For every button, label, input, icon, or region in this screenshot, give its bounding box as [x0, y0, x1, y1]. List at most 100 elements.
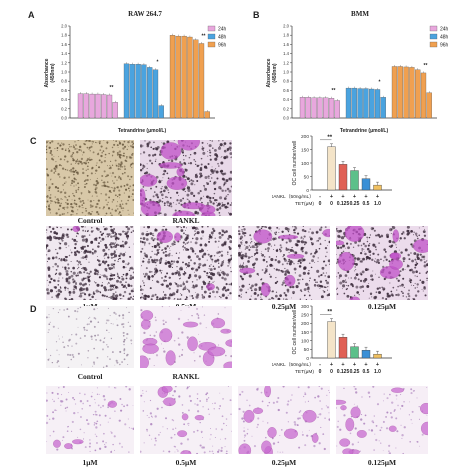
cell-dot — [210, 258, 212, 260]
cell-dot — [149, 232, 153, 235]
cell-dot — [230, 185, 232, 188]
cell-dot — [75, 333, 78, 336]
cell-dot — [411, 243, 413, 245]
cell-dot — [282, 298, 285, 300]
chart-d-tet-value: 0.125 — [337, 369, 350, 375]
cell-dot — [103, 160, 107, 163]
cell-dot — [318, 237, 321, 240]
chart-a-significance: * — [157, 60, 159, 66]
chart-d-significance: ** — [327, 310, 332, 316]
cell-dot — [46, 205, 47, 208]
cell-dot — [84, 334, 86, 337]
chart-a-bar-24h — [89, 93, 95, 119]
cell-dot — [397, 279, 400, 282]
cell-dot — [117, 205, 119, 207]
cell-dot — [122, 210, 124, 212]
chart-d-rankl-sign: + — [376, 362, 379, 368]
cell-dot — [184, 168, 186, 170]
cell-dot — [59, 286, 62, 288]
cell-dot — [172, 263, 174, 265]
cell-dot — [102, 395, 106, 398]
cell-dot — [147, 260, 151, 264]
cell-dot — [217, 344, 220, 346]
cell-dot — [81, 292, 84, 294]
cell-dot — [67, 148, 69, 150]
osteoclast-blob — [182, 321, 199, 328]
cell-dot — [214, 402, 216, 405]
cell-dot — [81, 238, 86, 242]
cell-dot — [227, 237, 230, 240]
cell-dot — [114, 295, 116, 297]
cell-dot — [61, 147, 64, 151]
cell-dot — [216, 251, 220, 255]
cell-dot — [124, 168, 127, 171]
cell-dot — [207, 397, 210, 399]
cell-dot — [177, 450, 179, 452]
cell-dot — [203, 451, 206, 454]
cell-dot — [131, 193, 134, 196]
chart-a-legend-label: 24h — [218, 27, 227, 33]
cell-dot — [193, 234, 196, 236]
cell-dot — [207, 226, 209, 228]
cell-dot — [211, 140, 213, 142]
cell-dot — [171, 272, 175, 276]
cell-dot — [85, 182, 88, 185]
osteoclast-blob — [142, 343, 159, 354]
cell-dot — [354, 427, 357, 430]
cell-dot — [402, 295, 405, 297]
cell-dot — [349, 242, 352, 245]
cell-dot — [336, 244, 338, 247]
cell-dot — [193, 360, 196, 362]
cell-dot — [422, 226, 424, 227]
cell-dot — [410, 419, 412, 421]
cell-dot — [102, 232, 105, 235]
cell-dot — [223, 260, 225, 262]
chart-b-xlabel: Tetrandrine (μmol/L) — [340, 128, 389, 134]
cell-dot — [352, 246, 355, 248]
cell-dot — [245, 245, 249, 250]
cell-dot — [404, 269, 406, 270]
cell-dot — [245, 265, 249, 269]
chart-d-tet-value: 1.0 — [374, 369, 381, 375]
cell-dot — [206, 272, 209, 275]
cell-dot — [109, 212, 112, 214]
cell-dot — [154, 293, 157, 296]
cell-dot — [81, 207, 83, 209]
cell-dot — [103, 294, 106, 298]
cell-dot — [164, 170, 167, 172]
cell-dot — [113, 228, 116, 230]
cell-dot — [336, 294, 338, 296]
cell-dot — [328, 240, 330, 244]
cell-dot — [80, 157, 84, 161]
cell-dot — [146, 430, 148, 432]
cell-dot — [223, 156, 227, 160]
cell-dot — [258, 288, 261, 292]
cell-dot — [127, 199, 129, 202]
cell-dot — [91, 240, 93, 243]
chart-b-y-tick-label: 1.2 — [283, 60, 289, 65]
cell-dot — [66, 308, 69, 311]
cell-dot — [113, 243, 116, 246]
cell-dot — [148, 242, 151, 245]
cell-dot — [424, 228, 426, 230]
cell-dot — [309, 236, 311, 238]
cell-dot — [65, 148, 67, 150]
cell-dot — [96, 387, 98, 389]
cell-dot — [257, 295, 259, 297]
cell-dot — [266, 422, 269, 424]
cell-dot — [218, 449, 220, 451]
cell-dot — [126, 238, 129, 240]
cell-dot — [130, 289, 134, 293]
cell-dot — [84, 282, 87, 286]
cell-dot — [179, 252, 181, 254]
cell-dot — [52, 158, 55, 161]
cell-dot — [209, 140, 211, 141]
cell-dot — [208, 268, 210, 270]
cell-dot — [213, 187, 217, 191]
cell-dot — [418, 418, 421, 420]
cell-dot — [125, 234, 130, 238]
cell-dot — [64, 286, 67, 290]
cell-dot — [416, 283, 419, 286]
cell-dot — [307, 386, 310, 389]
cell-dot — [121, 143, 125, 146]
